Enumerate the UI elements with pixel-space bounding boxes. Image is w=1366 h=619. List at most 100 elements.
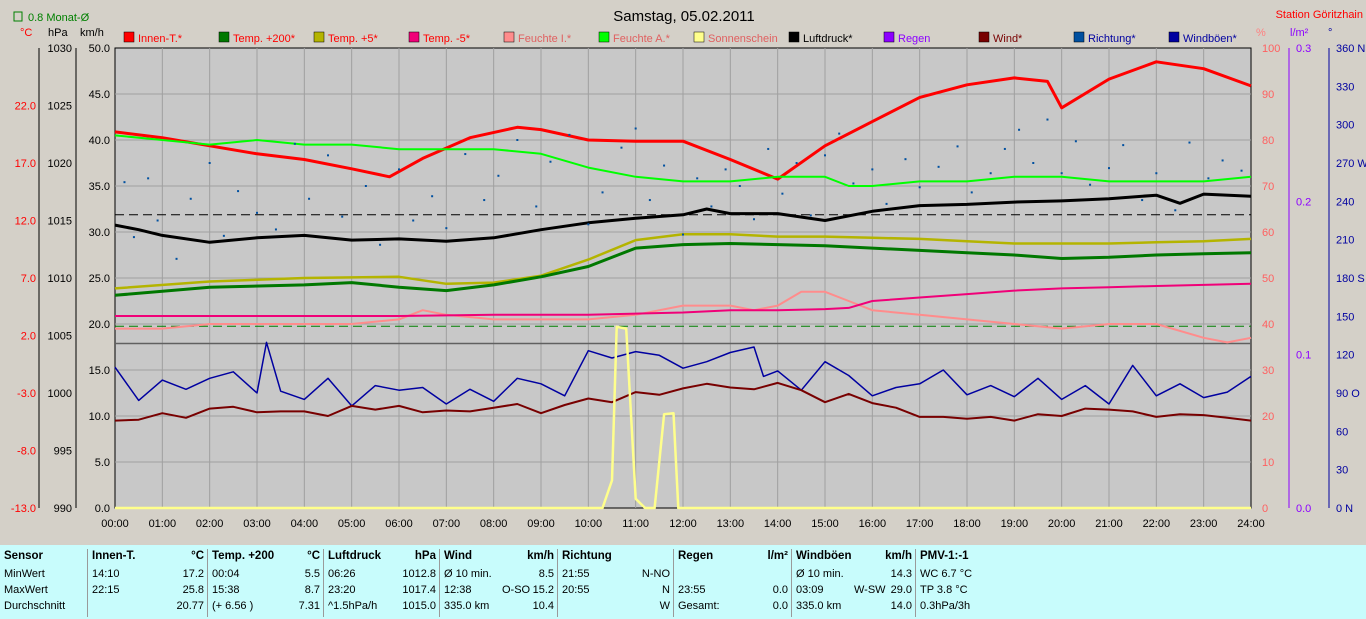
- direction-point: [379, 243, 382, 246]
- pressure-tick: 1025: [48, 101, 72, 113]
- wind-tick: 25.0: [89, 273, 110, 285]
- x-tick: 05:00: [338, 518, 366, 530]
- monthly-avg-label: 0.8 Monat-Ø: [28, 12, 90, 24]
- stats-label: Windböen: [796, 550, 852, 562]
- stats-row: Ø 10 min. 14.3: [796, 568, 912, 582]
- temp-tick: 22.0: [15, 101, 36, 113]
- stats-label: 21:55: [562, 568, 590, 580]
- stats-row: 21:55 N-NO: [562, 568, 670, 582]
- stats-value: N: [662, 584, 670, 596]
- stats-value: 20.77: [176, 600, 204, 612]
- stats-separator: [87, 549, 88, 617]
- stats-column-pmv: PMV-1:-1 WC 6.7 °C TP 3.8 °C 0.3hPa/3h: [916, 545, 1036, 619]
- stats-header: Regen l/m²: [678, 550, 788, 564]
- stats-row: 20:55 N: [562, 584, 670, 598]
- legend-swatch: [1168, 31, 1180, 43]
- rain-tick: 0.1: [1296, 350, 1311, 362]
- pressure-tick: 990: [54, 503, 72, 515]
- stats-label: Sensor: [4, 550, 43, 562]
- stats-header: Wind km/h: [444, 550, 554, 564]
- stats-label: 00:04: [212, 568, 240, 580]
- stats-row: 03:09 W-SW 29.0: [796, 584, 912, 598]
- direction-tick: 360 N: [1336, 43, 1365, 55]
- pressure-tick: 1010: [48, 273, 72, 285]
- wind-tick: 10.0: [89, 411, 110, 423]
- direction-point: [1074, 140, 1077, 143]
- legend-item: Richtung*: [1073, 31, 1136, 45]
- stats-label: Luftdruck: [328, 550, 382, 562]
- stats-row: WC 6.7 °C: [920, 568, 1032, 582]
- stats-label: PMV-1:-1: [920, 550, 969, 562]
- stats-header: Luftdruck hPa: [328, 550, 436, 564]
- direction-tick: 120: [1336, 350, 1354, 362]
- direction-point: [208, 162, 211, 164]
- legend-swatch: [693, 31, 705, 43]
- stats-label: 12:38: [444, 584, 472, 596]
- stats-separator: [557, 549, 558, 617]
- stats-label: Gesamt:: [678, 600, 720, 612]
- rain-tick: 0.0: [1296, 503, 1311, 515]
- series-temp-5: [114, 233, 1252, 290]
- direction-point: [634, 127, 637, 130]
- temp-tick: 7.0: [21, 273, 36, 285]
- stats-label: Wind: [444, 550, 472, 562]
- x-tick: 22:00: [1143, 518, 1171, 530]
- stats-label: 06:26: [328, 568, 356, 580]
- direction-point: [648, 199, 651, 202]
- axes-layer: 22.017.012.07.02.0-3.0-8.0-13.0103010251…: [11, 43, 1366, 530]
- direction-point: [147, 177, 150, 180]
- temp-tick: 17.0: [15, 158, 36, 170]
- stats-label: TP 3.8 °C: [920, 584, 968, 596]
- pressure-tick: 1000: [48, 388, 72, 400]
- direction-point: [189, 197, 192, 200]
- direction-point: [274, 228, 277, 231]
- stats-row: Durchschnitt: [4, 600, 84, 614]
- x-tick: 01:00: [149, 518, 177, 530]
- wind-tick: 5.0: [95, 457, 110, 469]
- direction-point: [918, 186, 921, 189]
- stats-label: 20:55: [562, 584, 590, 596]
- stats-value: °C: [307, 550, 320, 562]
- direction-point: [1221, 159, 1224, 162]
- series-wind: [114, 381, 1252, 422]
- direction-point: [753, 218, 755, 221]
- stats-header: Sensor: [4, 550, 84, 564]
- stats-value: 25.8: [182, 584, 204, 596]
- station-label: Station Göritzhain: [1276, 9, 1363, 21]
- stats-value: hPa: [414, 550, 436, 562]
- direction-point: [568, 133, 571, 136]
- legend-item: Temp. +200*: [218, 31, 296, 45]
- legend-label: Regen: [898, 33, 930, 45]
- series-temp-5: [115, 282, 1252, 317]
- direction-point: [838, 132, 841, 135]
- x-tick: 13:00: [717, 518, 745, 530]
- x-tick: 16:00: [859, 518, 887, 530]
- stats-column-druck: Luftdruck hPa 06:26 1012.8 23:20 1017.4 ^1.5hP…: [324, 545, 440, 619]
- unit-humidity: %: [1256, 27, 1266, 39]
- direction-tick: 270 W: [1336, 158, 1366, 170]
- direction-point: [175, 257, 178, 260]
- humidity-tick: 70: [1262, 181, 1274, 193]
- stats-direction: O-SO: [502, 584, 531, 596]
- legend-swatch: [1073, 31, 1085, 43]
- pressure-tick: 1030: [48, 43, 72, 55]
- stats-header: Temp. +200 °C: [212, 550, 320, 564]
- stats-label: Richtung: [562, 550, 612, 562]
- stats-value: 7.31: [298, 600, 320, 612]
- stats-row: 20.77: [92, 600, 204, 614]
- stats-direction: W-SW: [854, 584, 886, 596]
- series-sonnenschein: [115, 325, 1251, 510]
- direction-point: [767, 147, 770, 150]
- x-tick: 00:00: [101, 518, 129, 530]
- legend-label: Wind*: [993, 33, 1023, 45]
- rain-tick: 0.3: [1296, 43, 1311, 55]
- direction-point: [663, 164, 666, 167]
- stats-row: [678, 568, 788, 582]
- direction-point: [123, 181, 126, 184]
- stats-label: 14:10: [92, 568, 120, 580]
- stats-label: Durchschnitt: [4, 600, 66, 612]
- stats-row: MaxWert: [4, 584, 84, 598]
- stats-separator: [323, 549, 324, 617]
- direction-point: [1032, 162, 1035, 164]
- legend-item: Sonnenschein: [693, 31, 778, 45]
